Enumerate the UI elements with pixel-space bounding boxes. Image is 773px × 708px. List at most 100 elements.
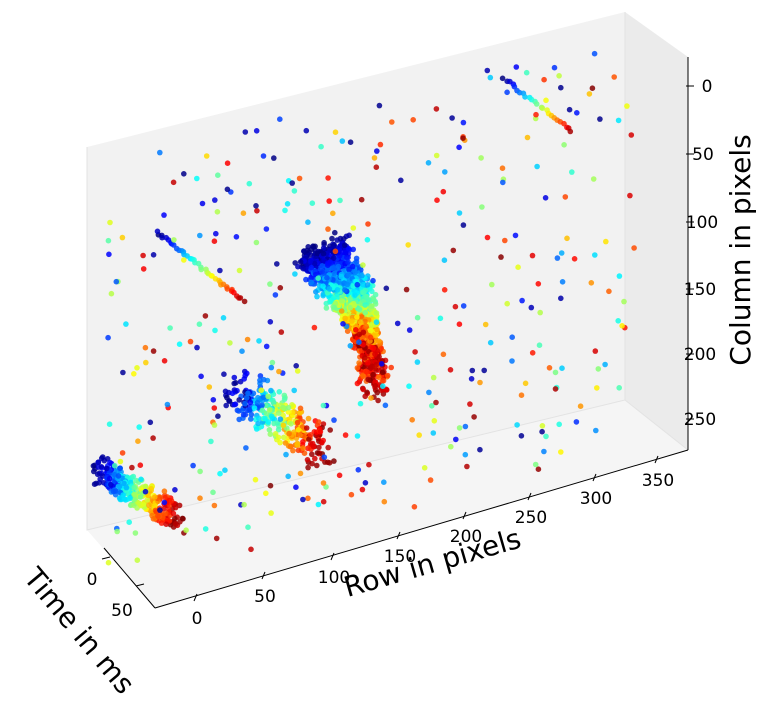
scatter-point (406, 383, 412, 390)
scatter-point (332, 229, 338, 236)
scatter-point (354, 281, 361, 288)
scatter-point (253, 203, 259, 209)
scatter-point (325, 226, 331, 232)
scatter-point (433, 399, 439, 406)
x-tick-mark (330, 552, 335, 561)
scatter-point (479, 204, 485, 210)
scatter-point (372, 351, 378, 357)
scatter-point (210, 397, 217, 403)
scatter-point (406, 327, 413, 333)
scatter-point (370, 345, 377, 351)
scatter-point (221, 371, 227, 378)
scatter-point (278, 329, 285, 335)
scatter-point (344, 254, 350, 261)
scatter-point (342, 432, 349, 438)
scatter-point (558, 295, 564, 302)
scatter-point (222, 467, 228, 474)
z-tick-label: 150 (684, 280, 716, 300)
scatter-point (595, 366, 602, 372)
scatter-point (140, 266, 147, 272)
scatter-point (271, 155, 277, 161)
scatter-point (628, 132, 635, 138)
scatter-point (277, 116, 283, 122)
scatter-point (381, 498, 388, 505)
scatter-point (263, 490, 269, 497)
scatter-point (381, 479, 387, 486)
scatter-point (172, 504, 179, 511)
scatter-point (335, 263, 342, 270)
scatter-point (571, 255, 578, 262)
scatter-point (213, 230, 219, 237)
x-tick-label: 200 (450, 527, 482, 547)
scatter-point (383, 285, 390, 292)
scatter-point (313, 289, 319, 295)
scatter-point (290, 447, 296, 454)
scatter-point (615, 318, 621, 324)
scatter-point (482, 321, 489, 328)
scatter-point (140, 501, 147, 507)
scatter-point (137, 494, 144, 500)
scatter-point (412, 349, 418, 355)
scatter-point (535, 281, 542, 287)
scatter-point (462, 423, 469, 430)
scatter-point (137, 462, 144, 469)
scatter-point (631, 245, 637, 251)
scatter-point (112, 488, 119, 494)
scatter-point (146, 502, 152, 509)
scatter-point (280, 422, 287, 429)
scatter-point (163, 510, 169, 517)
scatter-point (240, 210, 247, 216)
scatter-point (246, 180, 253, 187)
scatter-point (305, 415, 312, 422)
scatter-point (556, 73, 562, 79)
scatter-point (334, 287, 341, 293)
scatter-point (360, 262, 366, 268)
scatter-point (306, 436, 312, 443)
scatter-point (456, 321, 463, 328)
scatter-point (409, 417, 416, 423)
scatter-point (161, 212, 167, 218)
scatter-point (308, 246, 315, 253)
scatter-point (376, 374, 382, 381)
scatter-point (120, 492, 126, 498)
scatter-point (330, 255, 337, 261)
scatter-point (135, 438, 141, 445)
scatter-point (293, 363, 300, 369)
scatter-point (320, 480, 327, 486)
scatter-point (95, 459, 101, 466)
scatter-point (255, 394, 261, 401)
scatter-point (541, 76, 547, 83)
scatter-point (376, 102, 383, 109)
scatter-point (426, 389, 432, 396)
scatter-point (142, 344, 149, 351)
scatter-point (276, 368, 282, 375)
scatter-point (98, 464, 105, 470)
x-tick-mark (462, 511, 467, 520)
x-tick-label: 250 (515, 508, 547, 528)
scatter-point (277, 439, 283, 446)
scatter-point (460, 222, 467, 228)
scatter-point (194, 175, 200, 182)
scatter-point (468, 376, 475, 382)
scatter-point (197, 232, 203, 239)
scatter-point (325, 444, 332, 451)
scatter-point (533, 101, 540, 107)
scatter-point (338, 298, 345, 304)
scatter-point (275, 410, 282, 416)
scatter-point (367, 327, 374, 334)
scatter-point (321, 454, 328, 461)
scatter-point (484, 234, 491, 241)
scatter-point (365, 376, 371, 383)
scatter-point (99, 454, 106, 460)
scatter-point (469, 367, 476, 374)
scatter-point (248, 416, 254, 422)
scatter-point (236, 408, 242, 414)
scatter-point (297, 259, 304, 265)
scatter-point (258, 387, 265, 394)
scatter-point (243, 395, 250, 401)
scatter-point (564, 235, 570, 242)
scatter-point (512, 232, 519, 239)
scatter-point (132, 530, 139, 536)
scatter-point (224, 286, 231, 292)
